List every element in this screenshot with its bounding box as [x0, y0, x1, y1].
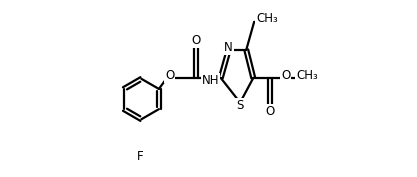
- Text: N: N: [224, 41, 233, 54]
- Text: O: O: [165, 69, 174, 82]
- Text: O: O: [281, 69, 290, 82]
- Text: F: F: [137, 150, 143, 163]
- Text: O: O: [265, 105, 274, 118]
- Text: O: O: [191, 34, 201, 47]
- Text: S: S: [236, 99, 244, 112]
- Text: CH₃: CH₃: [296, 69, 318, 82]
- Text: CH₃: CH₃: [256, 12, 278, 25]
- Text: NH: NH: [201, 74, 219, 87]
